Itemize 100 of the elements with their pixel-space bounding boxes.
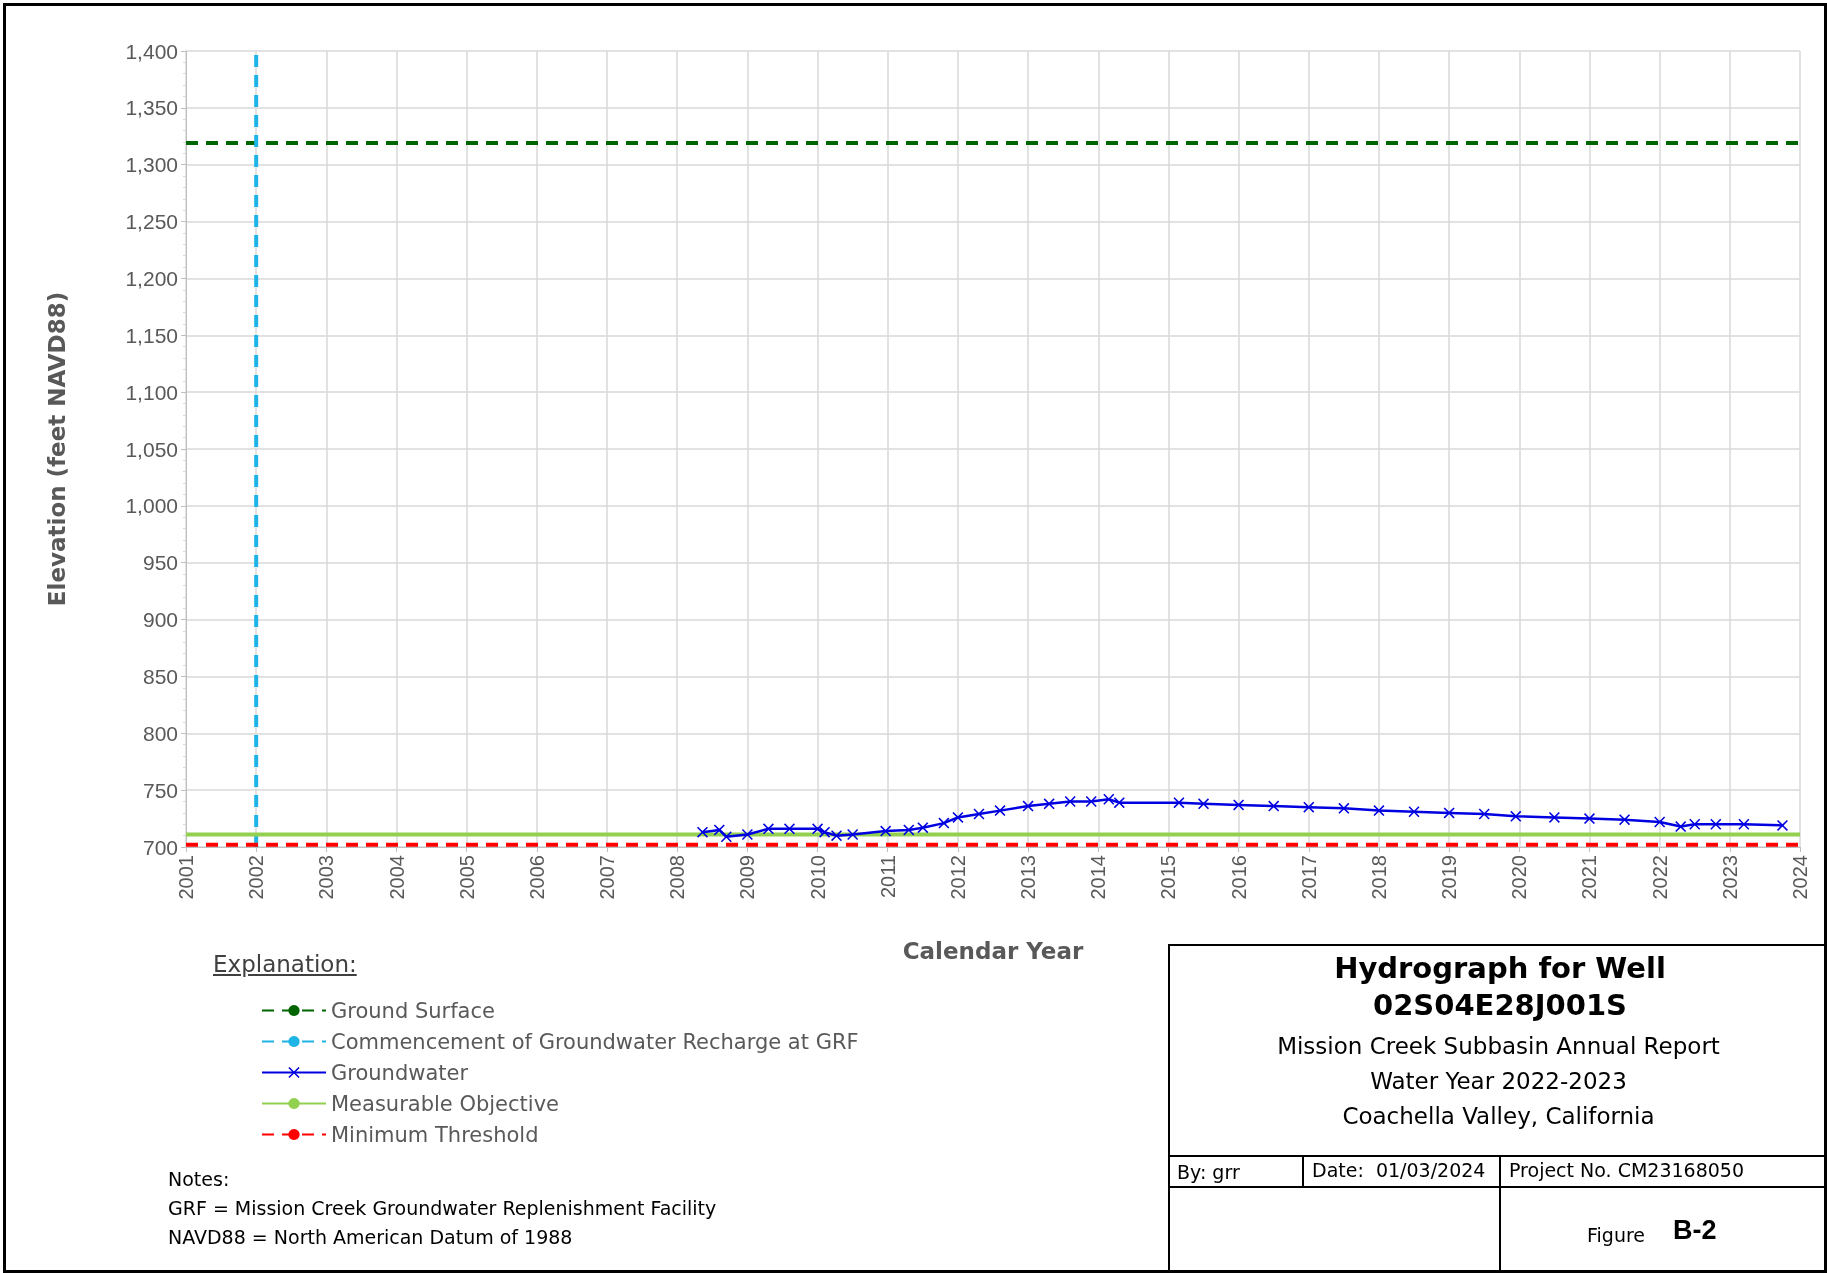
point xyxy=(1443,807,1455,819)
y-tick-label: 850 xyxy=(142,664,178,688)
text: Water Year 2022-2023 xyxy=(1369,1068,1628,1094)
y-tick-label: 1,350 xyxy=(125,96,178,120)
x-tick-label: 2013 xyxy=(1017,855,1040,900)
x-tick-label: 2011 xyxy=(876,855,899,899)
point xyxy=(741,828,753,840)
point xyxy=(938,817,950,829)
point xyxy=(1776,819,1788,831)
x-tick-label: 2016 xyxy=(1227,855,1250,900)
point xyxy=(1689,818,1701,830)
x-tick-label: 2010 xyxy=(806,855,829,900)
point xyxy=(1022,800,1034,812)
point xyxy=(1043,798,1055,810)
point xyxy=(1113,797,1125,809)
text: Figure xyxy=(1587,1224,1646,1246)
x-tick-label: 2006 xyxy=(525,855,548,900)
x-tick-label: 2019 xyxy=(1438,855,1461,900)
point xyxy=(1408,806,1420,818)
point xyxy=(1548,811,1560,823)
point xyxy=(1373,805,1385,817)
point xyxy=(720,831,732,843)
x-tick-label: 2007 xyxy=(596,855,619,900)
point xyxy=(1738,818,1750,830)
point xyxy=(1619,814,1631,826)
x-tick-label: 2005 xyxy=(455,855,478,900)
legend-title: Explanation: xyxy=(213,951,357,977)
y-tick-label: 1,150 xyxy=(125,323,178,347)
legend-label: Commencement of Groundwater Recharge at GRF xyxy=(331,1029,859,1054)
x-tick-label: 2018 xyxy=(1367,855,1390,900)
text: NAVD88 = North American Datum of 1988 xyxy=(168,1226,573,1248)
point xyxy=(847,828,859,840)
x-tick-label: 2023 xyxy=(1718,855,1741,900)
point xyxy=(1675,821,1687,833)
point xyxy=(1233,799,1245,811)
x-tick-label: 2014 xyxy=(1087,855,1110,900)
point xyxy=(1198,798,1210,810)
legend-label: Groundwater xyxy=(331,1060,469,1085)
y-tick-label: 1,000 xyxy=(125,494,178,518)
point xyxy=(819,826,831,838)
x-tick-label: 2008 xyxy=(666,855,689,900)
x-axis-title: Calendar Year xyxy=(902,937,1084,964)
x-tick-label: 2021 xyxy=(1578,855,1601,900)
y-tick-label: 750 xyxy=(142,778,178,802)
text: GRF = Mission Creek Groundwater Replenishment Facility xyxy=(168,1197,717,1219)
y-tick-label: 1,200 xyxy=(125,266,178,290)
x-tick-label: 2024 xyxy=(1789,855,1811,900)
x-tick-label: 2004 xyxy=(385,855,408,900)
point xyxy=(1085,796,1097,808)
point xyxy=(1173,797,1185,809)
x-tick-label: 2012 xyxy=(946,855,969,900)
point xyxy=(762,823,774,835)
point xyxy=(1268,800,1280,812)
y-tick-label: 1,250 xyxy=(125,210,178,234)
y-tick-label: 1,100 xyxy=(125,380,178,404)
text: Mission Creek Subbasin Annual Report xyxy=(1276,1033,1721,1059)
x-tick-label: 2001 xyxy=(175,855,197,900)
point xyxy=(696,826,708,838)
point xyxy=(880,825,892,837)
y-tick-label: 1,050 xyxy=(125,437,178,461)
y-tick-label: 950 xyxy=(142,551,178,575)
x-tick-label: 2002 xyxy=(245,855,268,900)
point xyxy=(831,830,843,842)
text: Project No. CM23168050 xyxy=(1509,1159,1744,1181)
legend-label: Measurable Objective xyxy=(331,1091,559,1116)
y-tick-label: 1,400 xyxy=(125,39,178,63)
point xyxy=(1583,813,1595,825)
point xyxy=(1654,816,1666,828)
text: Hydrograph for Well 02S04E28J001S xyxy=(1333,950,1667,1024)
point xyxy=(1478,808,1490,820)
point xyxy=(1103,793,1115,805)
y-tick-label: 1,300 xyxy=(125,153,178,177)
point xyxy=(917,822,929,834)
point xyxy=(1510,810,1522,822)
y-tick-label: 700 xyxy=(142,835,178,859)
x-tick-label: 2017 xyxy=(1297,855,1320,900)
text: B-2 xyxy=(1673,1215,1717,1246)
point xyxy=(973,808,985,820)
text: Date: 01/03/2024 xyxy=(1312,1159,1486,1181)
y-tick-label: 900 xyxy=(142,608,178,632)
point xyxy=(903,824,915,836)
point xyxy=(1338,802,1350,814)
legend-label: Minimum Threshold xyxy=(331,1122,539,1147)
point xyxy=(1710,818,1722,830)
point xyxy=(784,823,795,835)
text: Notes: xyxy=(168,1168,230,1190)
x-tick-label: 2009 xyxy=(736,855,759,900)
text: Coachella Valley, California xyxy=(1341,1103,1656,1129)
point xyxy=(1303,801,1315,813)
x-tick-label: 2003 xyxy=(315,855,338,900)
x-tick-label: 2022 xyxy=(1648,855,1671,900)
y-axis-title: Elevation (feet NAVD88) xyxy=(43,291,70,607)
x-tick-label: 2015 xyxy=(1157,855,1180,900)
legend-label: Ground Surface xyxy=(331,998,495,1023)
y-tick-label: 800 xyxy=(142,721,178,745)
text: By: grr xyxy=(1177,1161,1240,1183)
x-tick-label: 2020 xyxy=(1508,855,1531,900)
point xyxy=(952,811,964,823)
point xyxy=(994,805,1006,817)
point xyxy=(1064,796,1076,808)
